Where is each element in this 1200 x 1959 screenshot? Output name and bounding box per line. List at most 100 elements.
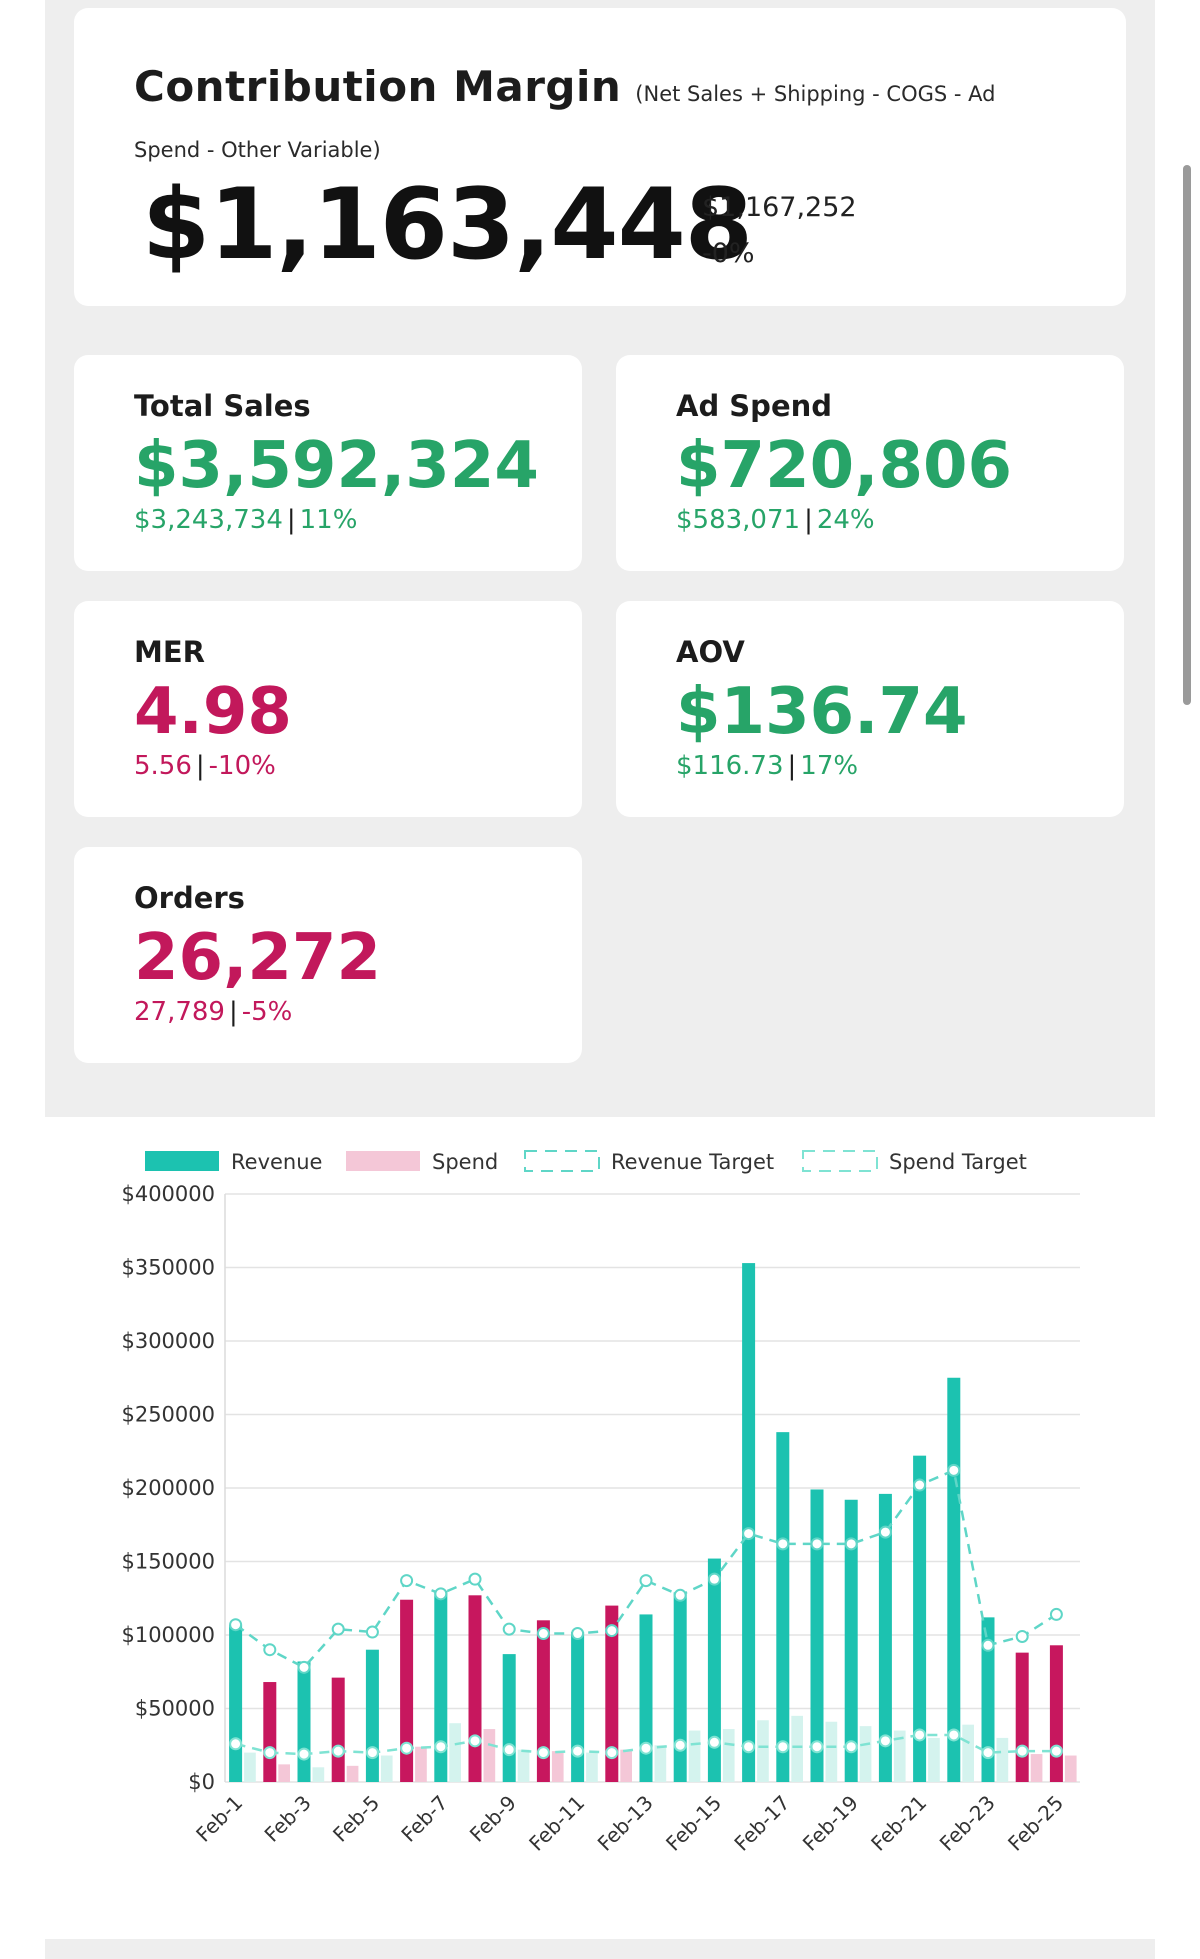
spend-target-point[interactable] (673, 1738, 687, 1752)
revenue-target-point[interactable] (878, 1525, 892, 1539)
spend-target-point[interactable] (742, 1740, 756, 1754)
spend-bar[interactable] (415, 1746, 427, 1782)
spend-bar[interactable] (757, 1720, 769, 1782)
spend-bar[interactable] (825, 1721, 838, 1782)
revenue-bar[interactable] (331, 1677, 345, 1782)
revenue-target-point[interactable] (1015, 1629, 1029, 1643)
revenue-target-point[interactable] (229, 1618, 243, 1632)
spend-target-point[interactable] (434, 1740, 448, 1754)
spend-target-point[interactable] (913, 1728, 927, 1742)
revenue-target-point[interactable] (639, 1574, 653, 1588)
spend-target-point[interactable] (639, 1741, 653, 1755)
revenue-bar[interactable] (776, 1432, 790, 1782)
revenue-bar[interactable] (742, 1263, 756, 1782)
revenue-bar[interactable] (502, 1654, 516, 1782)
scrollbar[interactable] (1183, 165, 1191, 705)
spend-target-point[interactable] (297, 1747, 311, 1761)
revenue-target-point[interactable] (913, 1478, 927, 1492)
spend-bar[interactable] (893, 1730, 906, 1782)
revenue-target-point[interactable] (365, 1625, 379, 1639)
revenue-bar[interactable] (297, 1661, 311, 1782)
revenue-bar[interactable] (707, 1558, 721, 1782)
spend-target-point[interactable] (605, 1746, 619, 1760)
revenue-target-point[interactable] (742, 1527, 756, 1541)
spend-target-point[interactable] (536, 1746, 550, 1760)
spend-target-point[interactable] (878, 1734, 892, 1748)
revenue-target-point[interactable] (434, 1587, 448, 1601)
revenue-target-point[interactable] (263, 1643, 277, 1657)
spend-bar[interactable] (996, 1737, 1009, 1782)
revenue-bar[interactable] (810, 1489, 824, 1782)
revenue-bar[interactable] (365, 1649, 379, 1782)
legend-revenue-target-label[interactable]: Revenue Target (611, 1150, 774, 1174)
revenue-bar[interactable] (639, 1614, 653, 1782)
spend-bar[interactable] (1064, 1755, 1077, 1782)
spend-bar[interactable] (551, 1751, 564, 1782)
spend-bar[interactable] (654, 1745, 667, 1782)
spend-target-point[interactable] (707, 1735, 721, 1749)
spend-target-point[interactable] (331, 1744, 345, 1758)
revenue-bar[interactable] (434, 1590, 448, 1782)
spend-target-point[interactable] (776, 1740, 790, 1754)
legend-spend-target-label[interactable]: Spend Target (889, 1150, 1027, 1174)
spend-bar[interactable] (517, 1749, 530, 1782)
spend-target-point[interactable] (571, 1744, 585, 1758)
spend-target-point[interactable] (844, 1740, 858, 1754)
spend-target-point[interactable] (468, 1734, 482, 1748)
spend-bar[interactable] (791, 1715, 803, 1782)
spend-bar[interactable] (859, 1726, 872, 1782)
spend-bar[interactable] (483, 1729, 496, 1782)
spend-bar[interactable] (928, 1737, 940, 1782)
revenue-bar[interactable] (605, 1605, 619, 1782)
revenue-target-point[interactable] (571, 1627, 585, 1641)
spend-target-point[interactable] (981, 1746, 995, 1760)
revenue-bar[interactable] (263, 1682, 277, 1782)
revenue-bar[interactable] (571, 1632, 585, 1782)
spend-bar[interactable] (962, 1724, 974, 1782)
spend-target-point[interactable] (1049, 1744, 1063, 1758)
revenue-target-point[interactable] (605, 1624, 619, 1638)
revenue-target-point[interactable] (536, 1627, 550, 1641)
spend-bar[interactable] (380, 1755, 393, 1782)
revenue-bar[interactable] (878, 1493, 892, 1782)
revenue-bar[interactable] (468, 1595, 482, 1782)
spend-bar[interactable] (278, 1764, 290, 1782)
revenue-target-point[interactable] (844, 1537, 858, 1551)
revenue-bar[interactable] (229, 1624, 243, 1782)
revenue-bar[interactable] (673, 1592, 687, 1782)
spend-bar[interactable] (449, 1723, 461, 1782)
revenue-bar[interactable] (981, 1617, 995, 1782)
revenue-target-point[interactable] (502, 1622, 516, 1636)
revenue-bar[interactable] (536, 1620, 550, 1782)
revenue-target-point[interactable] (810, 1537, 824, 1551)
revenue-bar[interactable] (913, 1455, 927, 1782)
revenue-target-point[interactable] (400, 1574, 414, 1588)
revenue-bar[interactable] (1049, 1645, 1063, 1782)
spend-bar[interactable] (620, 1749, 632, 1782)
revenue-bar[interactable] (947, 1377, 961, 1782)
spend-bar[interactable] (586, 1752, 598, 1782)
revenue-target-point[interactable] (331, 1622, 345, 1636)
revenue-target-point[interactable] (673, 1588, 687, 1602)
spend-bar[interactable] (1030, 1754, 1043, 1782)
revenue-target-point[interactable] (468, 1572, 482, 1586)
spend-target-point[interactable] (263, 1746, 277, 1760)
legend-spend-label[interactable]: Spend (432, 1150, 498, 1174)
revenue-bar[interactable] (400, 1599, 414, 1782)
spend-target-point[interactable] (400, 1741, 414, 1755)
revenue-bar[interactable] (844, 1499, 858, 1782)
spend-bar[interactable] (312, 1767, 325, 1782)
spend-target-point[interactable] (810, 1740, 824, 1754)
spend-bar[interactable] (722, 1729, 735, 1782)
legend-revenue-label[interactable]: Revenue (231, 1150, 322, 1174)
revenue-target-point[interactable] (947, 1463, 961, 1477)
revenue-target-point[interactable] (1049, 1607, 1063, 1621)
spend-bar[interactable] (688, 1730, 701, 1782)
spend-bar[interactable] (346, 1765, 359, 1782)
spend-bar[interactable] (244, 1752, 256, 1782)
spend-target-point[interactable] (365, 1746, 379, 1760)
spend-target-point[interactable] (947, 1728, 961, 1742)
revenue-bar[interactable] (1015, 1652, 1029, 1782)
spend-target-point[interactable] (1015, 1744, 1029, 1758)
revenue-target-point[interactable] (776, 1537, 790, 1551)
